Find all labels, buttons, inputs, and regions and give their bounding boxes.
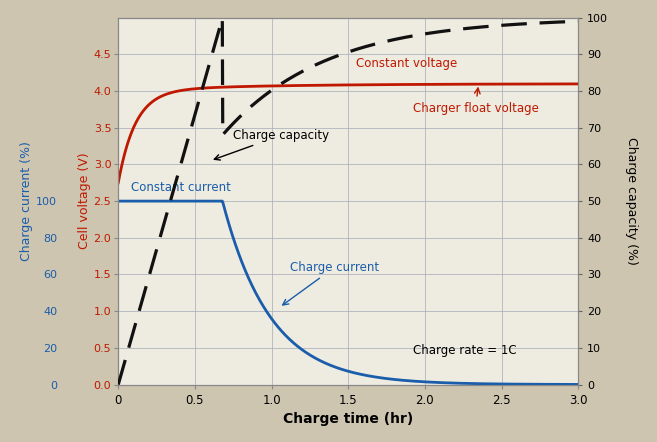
X-axis label: Charge time (hr): Charge time (hr) [283,412,413,426]
Text: Constant voltage: Constant voltage [356,57,457,70]
Y-axis label: Charge capacity (%): Charge capacity (%) [625,137,638,265]
Text: Constant current: Constant current [131,181,231,194]
Text: Charger float voltage: Charger float voltage [413,88,539,114]
Text: Charge capacity: Charge capacity [214,129,329,160]
Text: Charge current: Charge current [283,261,379,305]
Y-axis label: Charge current (%): Charge current (%) [20,141,34,261]
Text: Charge rate = 1C: Charge rate = 1C [413,344,516,357]
Y-axis label: Cell voltage (V): Cell voltage (V) [78,153,91,249]
